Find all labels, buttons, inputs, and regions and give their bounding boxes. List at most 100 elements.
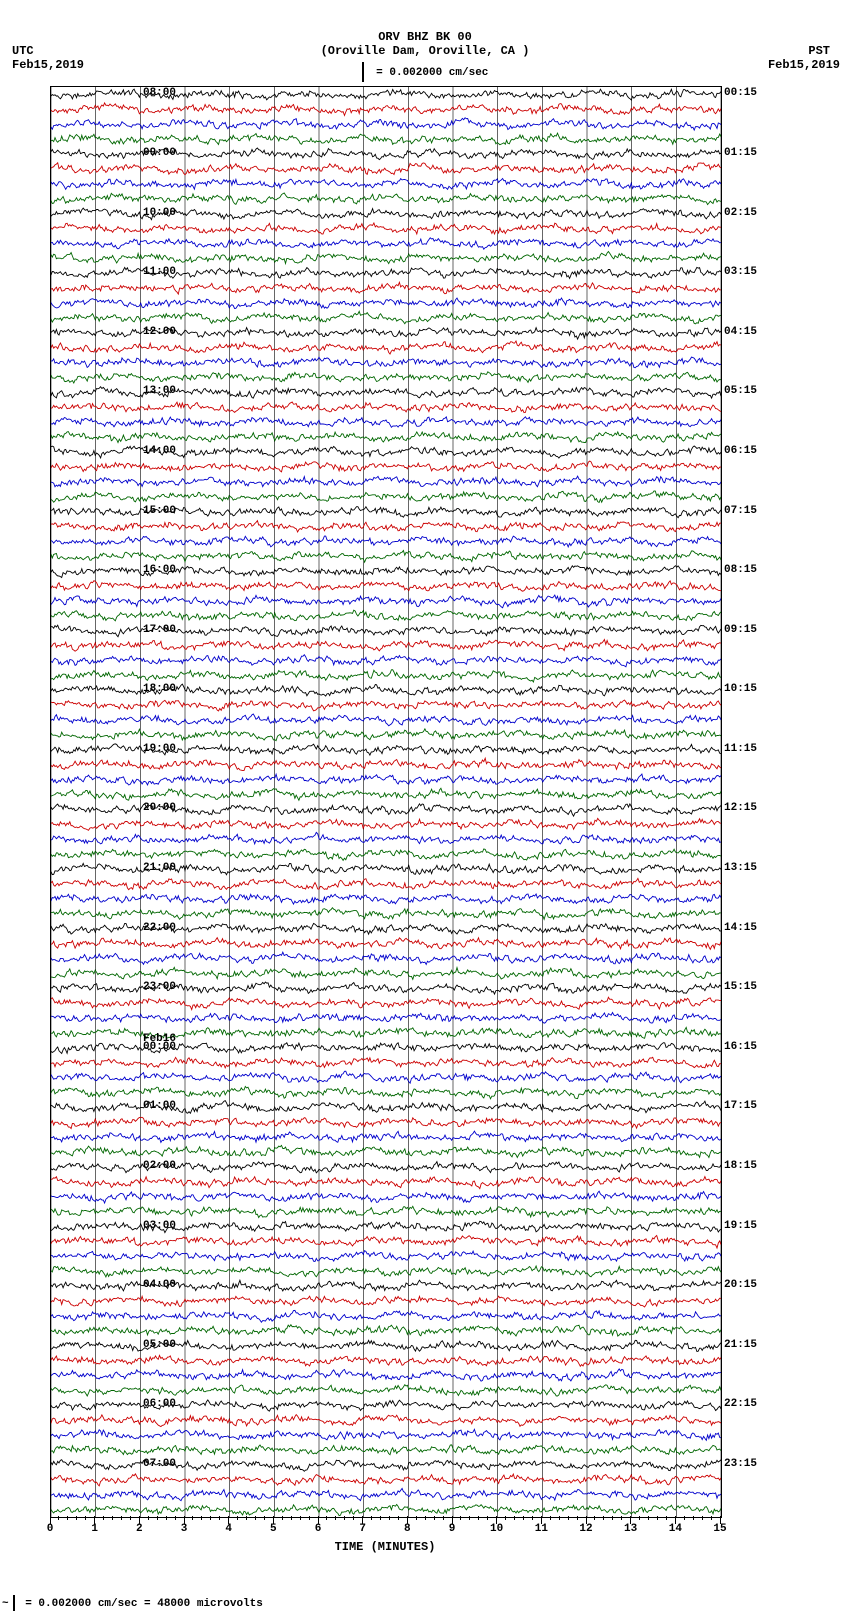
x-minor-tick <box>666 1516 667 1520</box>
right-hour-label: 10:15 <box>724 683 757 695</box>
right-hour-label: 18:15 <box>724 1160 757 1172</box>
x-minor-tick <box>425 1516 426 1520</box>
right-hour-label: 11:15 <box>724 743 757 755</box>
left-hour-label: 10:00 <box>143 207 176 219</box>
left-hour-label: 04:00 <box>143 1279 176 1291</box>
x-minor-tick <box>514 1516 515 1520</box>
station-location: (Oroville Dam, Oroville, CA ) <box>0 44 850 58</box>
scale-text: = 0.002000 cm/sec <box>370 67 489 79</box>
right-hour-label: 22:15 <box>724 1398 757 1410</box>
x-minor-tick <box>568 1516 569 1520</box>
left-hour-label: 11:00 <box>143 266 176 278</box>
x-tick-label: 0 <box>47 1523 54 1535</box>
scale-legend: = 0.002000 cm/sec <box>0 62 850 82</box>
x-minor-tick <box>416 1516 417 1520</box>
x-minor-tick <box>130 1516 131 1520</box>
x-minor-tick <box>85 1516 86 1520</box>
footer-text: = 0.002000 cm/sec = 48000 microvolts <box>19 1598 263 1610</box>
x-minor-tick <box>219 1516 220 1520</box>
right-hour-label: 03:15 <box>724 266 757 278</box>
x-minor-tick <box>121 1516 122 1520</box>
x-minor-tick <box>639 1516 640 1520</box>
x-minor-tick <box>309 1516 310 1520</box>
x-minor-tick <box>103 1516 104 1520</box>
right-hour-label: 19:15 <box>724 1220 757 1232</box>
x-minor-tick <box>523 1516 524 1520</box>
right-hour-label: 21:15 <box>724 1339 757 1351</box>
left-hour-label: 15:00 <box>143 505 176 517</box>
right-hour-label: 08:15 <box>724 564 757 576</box>
right-hour-label: 20:15 <box>724 1279 757 1291</box>
x-tick-label: 4 <box>225 1523 232 1535</box>
x-minor-tick <box>684 1516 685 1520</box>
left-hour-label: 13:00 <box>143 385 176 397</box>
x-tick-label: 5 <box>270 1523 277 1535</box>
right-hour-label: 13:15 <box>724 862 757 874</box>
right-hour-label: 05:15 <box>724 385 757 397</box>
left-hour-label: 17:00 <box>143 624 176 636</box>
x-minor-tick <box>67 1516 68 1520</box>
right-hour-label: 17:15 <box>724 1100 757 1112</box>
right-hour-label: 04:15 <box>724 326 757 338</box>
left-hour-label: 22:00 <box>143 922 176 934</box>
x-axis-label: TIME (MINUTES) <box>0 1540 770 1554</box>
x-minor-tick <box>434 1516 435 1520</box>
x-minor-tick <box>594 1516 595 1520</box>
left-hour-label: 18:00 <box>143 683 176 695</box>
left-hour-label: 08:00 <box>143 87 176 99</box>
left-hour-label: 19:00 <box>143 743 176 755</box>
left-hour-label: 14:00 <box>143 445 176 457</box>
x-minor-tick <box>389 1516 390 1520</box>
x-minor-tick <box>300 1516 301 1520</box>
x-minor-tick <box>603 1516 604 1520</box>
x-minor-tick <box>380 1516 381 1520</box>
right-hour-label: 15:15 <box>724 981 757 993</box>
x-minor-tick <box>487 1516 488 1520</box>
x-minor-tick <box>702 1516 703 1520</box>
x-minor-tick <box>550 1516 551 1520</box>
right-hour-label: 06:15 <box>724 445 757 457</box>
x-minor-tick <box>353 1516 354 1520</box>
x-minor-tick <box>443 1516 444 1520</box>
x-minor-tick <box>532 1516 533 1520</box>
x-minor-tick <box>210 1516 211 1520</box>
seismogram-container: ORV BHZ BK 00 (Oroville Dam, Oroville, C… <box>0 0 850 1613</box>
right-hour-label: 12:15 <box>724 802 757 814</box>
x-tick-label: 8 <box>404 1523 411 1535</box>
right-hour-label: 00:15 <box>724 87 757 99</box>
x-tick-label: 12 <box>579 1523 592 1535</box>
x-minor-tick <box>577 1516 578 1520</box>
footer-bar-icon <box>13 1595 15 1611</box>
x-minor-tick <box>282 1516 283 1520</box>
right-hour-label: 02:15 <box>724 207 757 219</box>
x-minor-tick <box>201 1516 202 1520</box>
left-hour-label: 01:00 <box>143 1100 176 1112</box>
left-hour-label: 03:00 <box>143 1220 176 1232</box>
left-hour-label: 16:00 <box>143 564 176 576</box>
right-hour-label: 01:15 <box>724 147 757 159</box>
x-tick-label: 2 <box>136 1523 143 1535</box>
x-minor-tick <box>326 1516 327 1520</box>
x-minor-tick <box>335 1516 336 1520</box>
x-minor-tick <box>112 1516 113 1520</box>
station-code: ORV BHZ BK 00 <box>0 30 850 44</box>
x-minor-tick <box>657 1516 658 1520</box>
left-hour-label: 09:00 <box>143 147 176 159</box>
right-hour-label: 14:15 <box>724 922 757 934</box>
x-minor-tick <box>621 1516 622 1520</box>
x-tick-label: 6 <box>315 1523 322 1535</box>
left-hour-label: 12:00 <box>143 326 176 338</box>
x-minor-tick <box>344 1516 345 1520</box>
x-minor-tick <box>559 1516 560 1520</box>
right-hour-label: 16:15 <box>724 1041 757 1053</box>
left-hour-label: 23:00 <box>143 981 176 993</box>
timezone-right: PST <box>808 44 830 58</box>
x-tick-label: 15 <box>713 1523 726 1535</box>
x-minor-tick <box>371 1516 372 1520</box>
x-minor-tick <box>76 1516 77 1520</box>
x-minor-tick <box>291 1516 292 1520</box>
x-minor-tick <box>175 1516 176 1520</box>
left-day-break-label: Feb16 <box>143 1033 176 1045</box>
x-minor-tick <box>648 1516 649 1520</box>
left-hour-label: 06:00 <box>143 1398 176 1410</box>
